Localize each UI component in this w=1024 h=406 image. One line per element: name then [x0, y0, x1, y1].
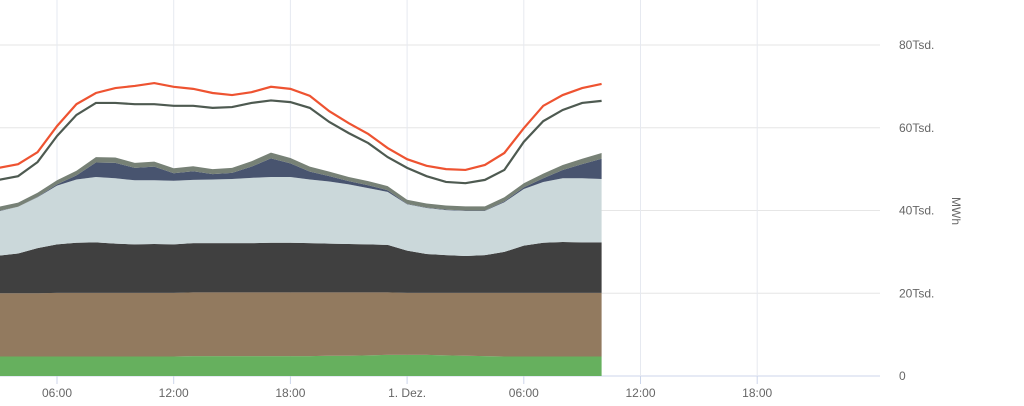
y-axis-title: MWh: [949, 197, 963, 225]
y-tick-label: 80Tsd.: [899, 38, 934, 52]
area-navy: [0, 158, 602, 212]
red-line: [0, 81, 602, 172]
x-tick-label: 18:00: [742, 386, 772, 400]
dark-line: [0, 99, 602, 185]
x-tick-label: 18:00: [275, 386, 305, 400]
area-light: [0, 176, 602, 257]
x-tick-label: 1. Dez.: [388, 386, 426, 400]
area-green: [0, 354, 602, 376]
series-lines: [0, 81, 602, 185]
y-axis: 0 20Tsd. 40Tsd. 60Tsd. 80Tsd.: [899, 38, 934, 383]
series-areas: [0, 152, 602, 376]
x-tick-label: 06:00: [509, 386, 539, 400]
x-axis: 06:00 12:00 18:00 1. Dez. 06:00 12:00 18:00: [42, 376, 773, 400]
area-dark: [0, 241, 602, 294]
y-tick-label: 20Tsd.: [899, 286, 934, 300]
x-tick-label: 12:00: [625, 386, 655, 400]
y-tick-label: 40Tsd.: [899, 204, 934, 218]
y-tick-label: 0: [899, 369, 906, 383]
area-brown: [0, 292, 602, 357]
x-tick-label: 12:00: [159, 386, 189, 400]
y-tick-label: 60Tsd.: [899, 121, 934, 135]
x-tick-label: 06:00: [42, 386, 72, 400]
area-gray: [0, 152, 602, 211]
